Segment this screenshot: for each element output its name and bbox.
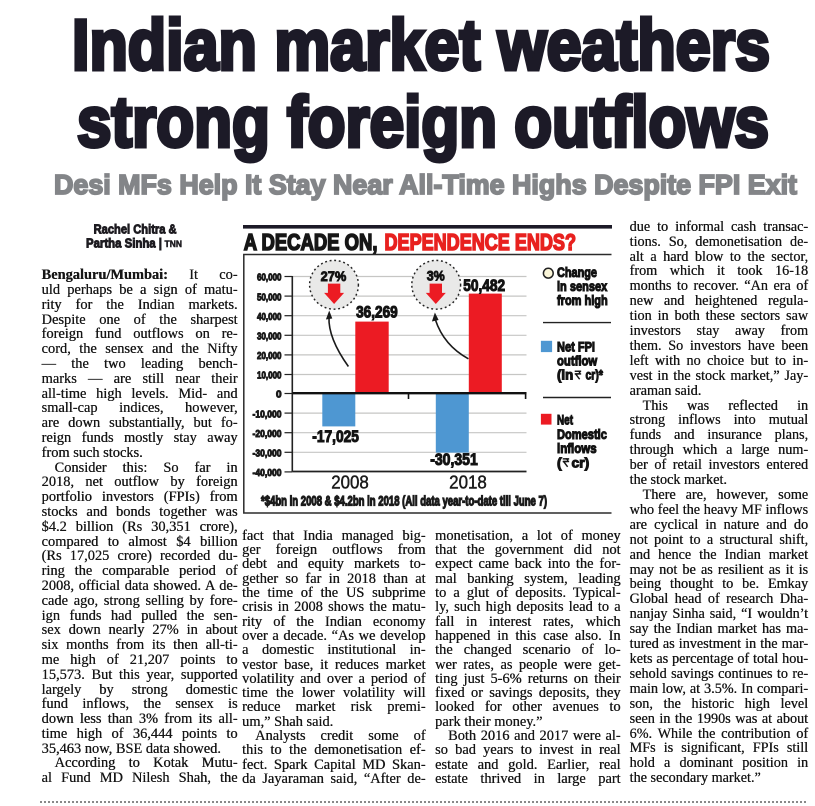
- svg-text:Change: Change: [557, 264, 597, 280]
- svg-text:0: 0: [276, 390, 282, 401]
- svg-text:inflows: inflows: [557, 440, 597, 456]
- svg-text:10,000: 10,000: [257, 371, 282, 382]
- svg-text:in sensex: in sensex: [557, 278, 607, 294]
- svg-text:-10,000: -10,000: [253, 409, 282, 420]
- svg-text:cr): cr): [572, 454, 590, 470]
- svg-text:from high: from high: [557, 292, 608, 308]
- svg-text:(in: (in: [557, 367, 573, 383]
- svg-text:-20,000: -20,000: [253, 429, 282, 440]
- svg-text:Indian market weathers: Indian market weathers: [72, 6, 770, 85]
- svg-text:30,000: 30,000: [257, 332, 282, 343]
- svg-text:50,482: 50,482: [463, 276, 505, 295]
- svg-text:strong foreign outflows: strong foreign outflows: [77, 83, 769, 162]
- svg-text:Domestic: Domestic: [557, 426, 607, 442]
- svg-text:(: (: [557, 454, 562, 470]
- svg-text:cr)*: cr)*: [586, 367, 604, 383]
- svg-text:60,000: 60,000: [257, 273, 282, 284]
- svg-text:-30,000: -30,000: [253, 449, 282, 460]
- svg-text:-40,000: -40,000: [253, 468, 282, 479]
- svg-text:*$4bn in 2008 & $4.2bn in 2018: *$4bn in 2008 & $4.2bn in 2018 (All data…: [261, 493, 547, 508]
- svg-text:40,000: 40,000: [257, 312, 282, 323]
- svg-text:Partha Sinha |: Partha Sinha |: [86, 235, 162, 250]
- svg-text:27%: 27%: [321, 269, 347, 285]
- svg-text:outflow: outflow: [557, 352, 597, 368]
- svg-text:3%: 3%: [427, 269, 445, 285]
- svg-text:-30,351: -30,351: [430, 450, 478, 469]
- svg-text:2018: 2018: [449, 472, 487, 492]
- svg-text:2008: 2008: [331, 472, 369, 492]
- svg-text:20,000: 20,000: [257, 351, 282, 362]
- svg-text:TNN: TNN: [165, 239, 183, 249]
- svg-text:Net FPI: Net FPI: [557, 338, 595, 354]
- svg-text:DEPENDENCE ENDS?: DEPENDENCE ENDS?: [385, 229, 577, 255]
- svg-text:36,269: 36,269: [356, 303, 398, 322]
- svg-text:A DECADE ON,: A DECADE ON,: [244, 229, 378, 255]
- svg-text:Desi MFs Help It Stay Near All: Desi MFs Help It Stay Near All-Time High…: [54, 169, 797, 200]
- svg-text:Net: Net: [557, 412, 573, 428]
- svg-text:-17,025: -17,025: [312, 427, 359, 446]
- svg-text:Rachel Chitra &: Rachel Chitra &: [94, 221, 177, 236]
- svg-text:50,000: 50,000: [257, 292, 282, 303]
